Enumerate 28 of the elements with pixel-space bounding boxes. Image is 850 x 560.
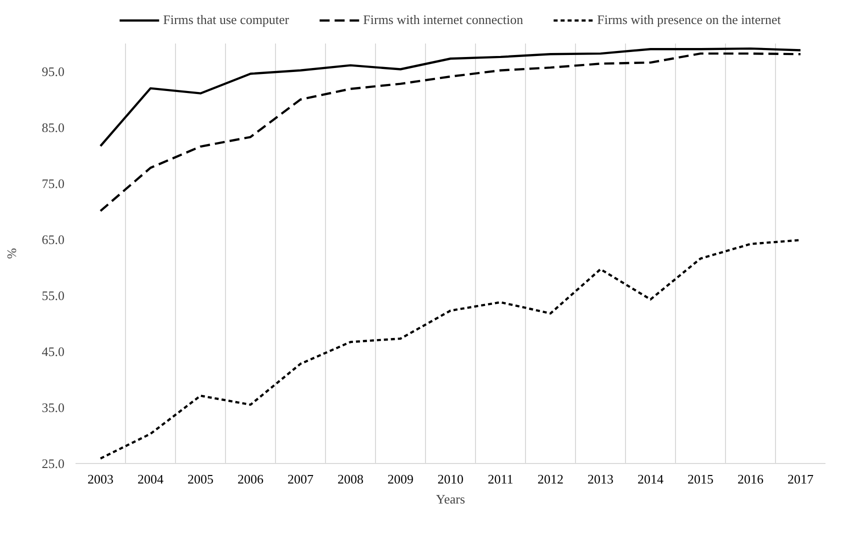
legend-label: Firms with presence on the internet [597, 12, 781, 28]
x-tick-label: 2012 [538, 472, 564, 486]
y-axis-title: % [4, 248, 19, 259]
x-tick-label: 2009 [388, 472, 414, 486]
legend-label: Firms that use computer [163, 12, 290, 28]
x-tick-label: 2005 [188, 472, 214, 486]
x-tick-label: 2007 [288, 472, 314, 486]
x-axis-title: Years [436, 492, 466, 506]
y-tick-label: 45.0 [42, 344, 64, 359]
y-tick-label: 65.0 [42, 232, 64, 247]
x-tick-label: 2016 [738, 472, 764, 486]
legend-label: Firms with internet connection [363, 12, 524, 28]
x-tick-label: 2011 [488, 472, 514, 486]
x-tick-label: 2010 [438, 472, 464, 486]
y-tick-label: 75.0 [42, 176, 64, 191]
y-tick-label: 55.0 [42, 288, 64, 303]
x-tick-label: 2008 [338, 472, 364, 486]
x-tick-label: 2003 [88, 472, 114, 486]
x-tick-label: 2015 [688, 472, 714, 486]
x-tick-label: 2013 [588, 472, 614, 486]
y-tick-label: 25.0 [42, 456, 64, 471]
y-tick-label: 35.0 [42, 400, 64, 415]
y-tick-label: 95.0 [42, 64, 64, 79]
x-tick-label: 2017 [788, 472, 814, 486]
x-tick-label: 2006 [238, 472, 264, 486]
y-tick-label: 85.0 [42, 120, 64, 135]
x-tick-label: 2014 [638, 472, 664, 486]
x-tick-label: 2004 [138, 472, 164, 486]
